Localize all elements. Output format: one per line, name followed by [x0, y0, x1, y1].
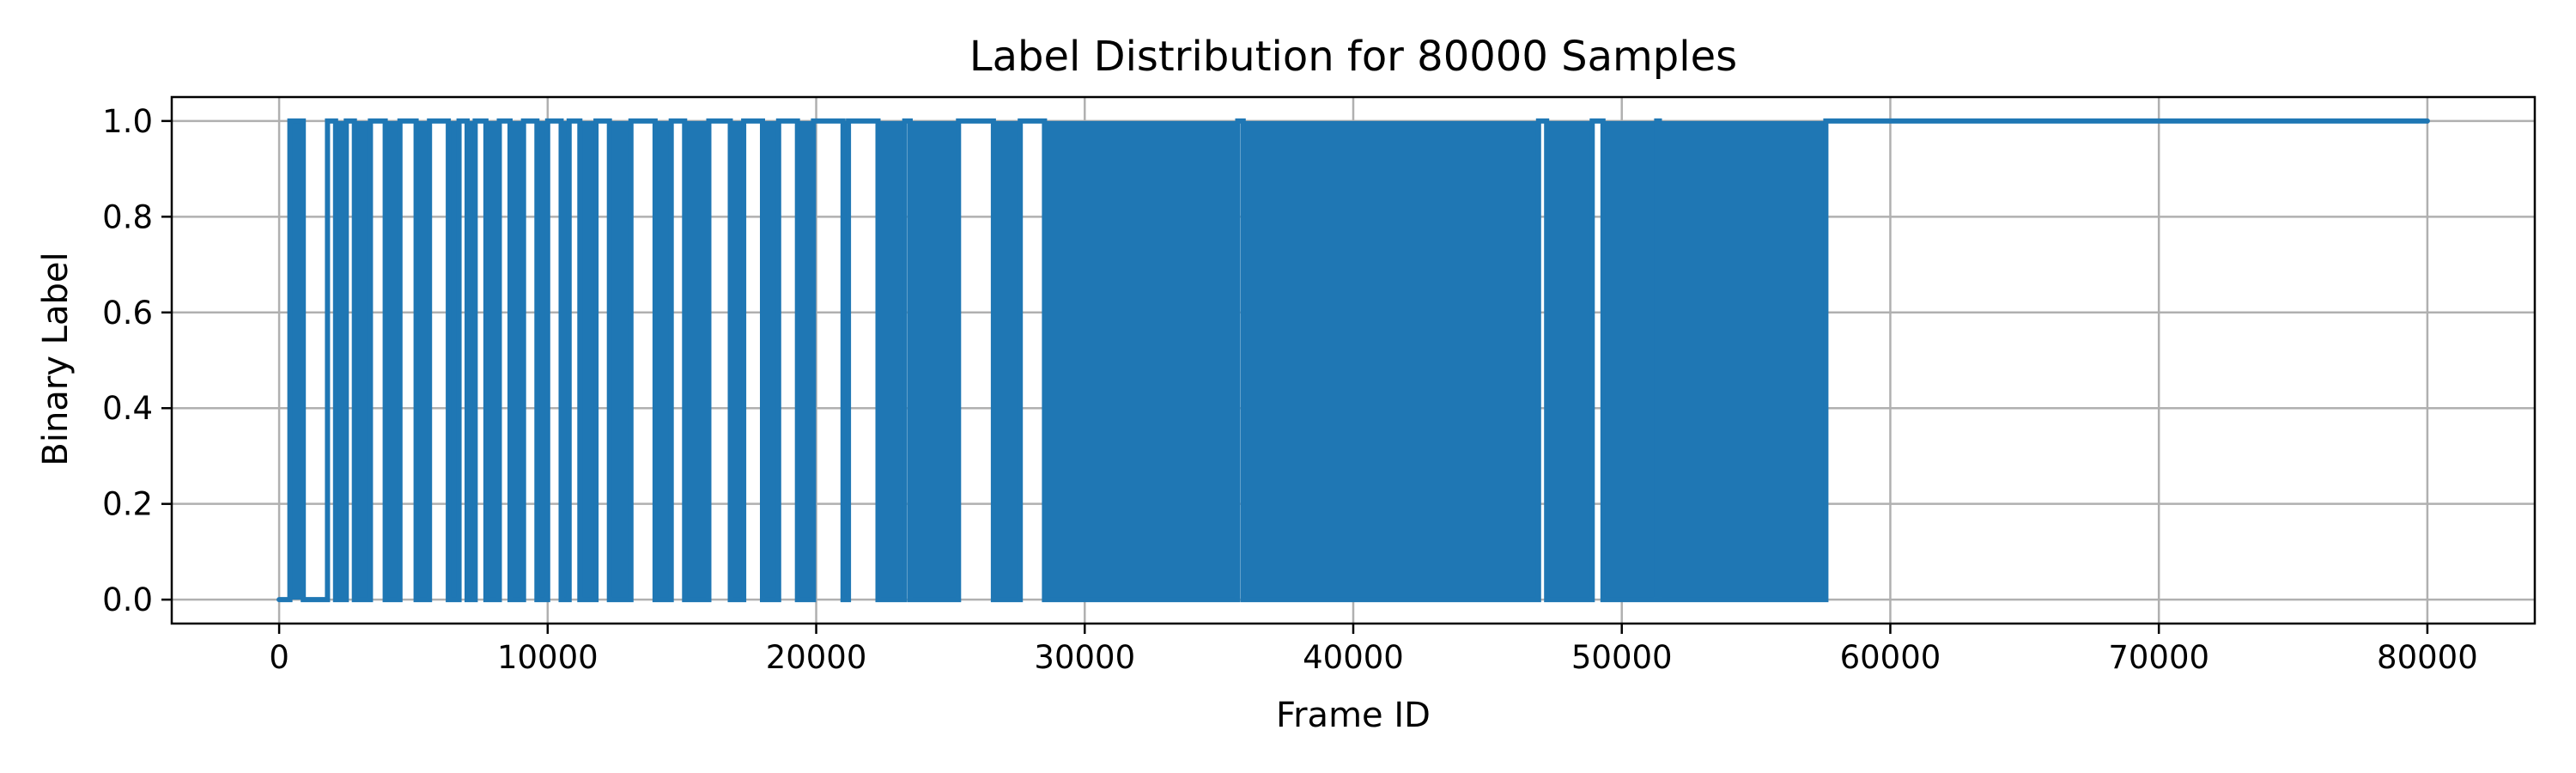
y-tick-label: 0.6: [102, 295, 153, 332]
dense-label-region: [580, 120, 597, 600]
dense-label-region: [416, 120, 430, 600]
dense-label-region: [385, 120, 400, 600]
dense-label-region: [510, 120, 524, 600]
dense-label-region: [467, 120, 476, 600]
y-tick-label: 0.0: [102, 581, 153, 618]
x-tick-label: 70000: [2108, 639, 2209, 676]
dense-label-region: [448, 120, 459, 600]
y-axis-ticks: 0.0 0.2 0.4 0.6 0.8 1.0: [102, 103, 172, 618]
x-tick-label: 80000: [2377, 639, 2478, 676]
x-tick-label: 10000: [497, 639, 598, 676]
dense-label-region: [1659, 120, 1826, 600]
dense-label-region: [684, 120, 709, 600]
y-tick-label: 0.4: [102, 390, 153, 427]
dense-label-region: [485, 120, 500, 600]
dense-label-region: [335, 120, 347, 600]
dense-label-region: [1242, 120, 1539, 600]
y-tick-label: 0.2: [102, 486, 153, 523]
x-tick-label: 60000: [1840, 639, 1941, 676]
x-axis-label: Frame ID: [1276, 696, 1431, 735]
dense-label-region: [561, 120, 569, 600]
dense-label-region: [878, 120, 905, 600]
dense-label-region: [1602, 120, 1657, 600]
y-tick-label: 0.8: [102, 198, 153, 235]
x-tick-label: 20000: [766, 639, 867, 676]
dense-label-region: [993, 120, 1021, 600]
x-tick-label: 0: [269, 639, 289, 676]
dense-label-region: [1044, 120, 1238, 600]
dense-label-region: [354, 120, 371, 600]
dense-label-region: [762, 120, 779, 600]
y-axis-label: Binary Label: [36, 252, 76, 466]
dense-label-region: [730, 120, 744, 600]
x-tick-label: 30000: [1034, 639, 1135, 676]
x-tick-label: 40000: [1303, 639, 1404, 676]
dense-label-region: [797, 120, 814, 600]
dense-label-region: [289, 120, 304, 600]
x-tick-label: 50000: [1571, 639, 1673, 676]
dense-label-region: [1546, 120, 1593, 600]
series-line: [276, 118, 2430, 603]
y-tick-label: 1.0: [102, 103, 153, 140]
chart-title: Label Distribution for 80000 Samples: [969, 33, 1737, 81]
dense-label-region: [842, 120, 849, 600]
dense-label-region: [609, 120, 631, 600]
data-series: [276, 118, 2430, 603]
dense-label-region: [910, 120, 959, 600]
dense-label-region: [654, 120, 671, 600]
x-axis-ticks: 0 10000 20000 30000 40000 50000 60000 70000 8000…: [269, 624, 2478, 676]
dense-label-region: [537, 120, 548, 600]
